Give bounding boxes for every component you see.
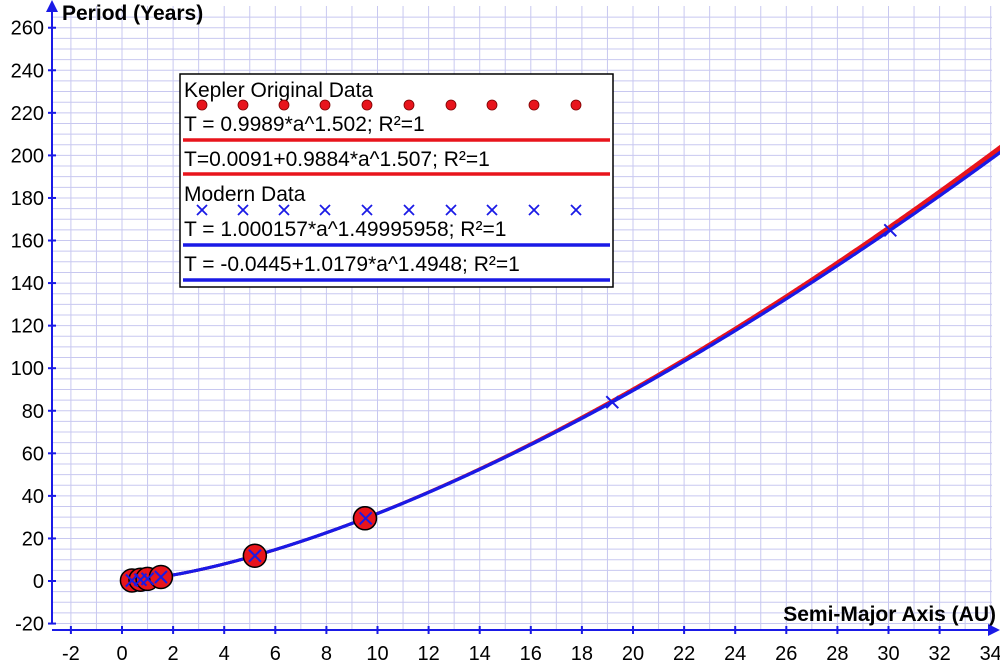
x-tick-label: -2: [62, 643, 80, 665]
x-tick-label: 12: [417, 643, 439, 665]
x-tick-label: 6: [270, 643, 281, 665]
marker-stroke: [570, 204, 582, 216]
x-tick-label: 28: [826, 643, 848, 665]
marker-stroke: [361, 204, 373, 216]
x-tick-label: 8: [321, 643, 332, 665]
marker-stroke: [605, 395, 620, 409]
legend-circle-marker: [486, 99, 498, 111]
marker-stroke: [154, 570, 168, 584]
fit-curve-4: [122, 150, 1000, 583]
legend-circle-marker: [570, 99, 582, 111]
x-tick-label: 22: [673, 643, 695, 665]
legend-entry-2: T = 0.9989*a^1.502; R²=1: [184, 113, 425, 136]
legend: Kepler Original Data T = 0.9989*a^1.502; …: [179, 73, 614, 288]
marker-stroke: [403, 204, 415, 216]
axes: [46, 0, 1000, 636]
marker-stroke: [883, 223, 897, 238]
legend-entry-4: Modern Data: [184, 183, 306, 206]
legend-circle-marker: [403, 99, 415, 111]
legend-x-marker: [528, 204, 540, 216]
marker-stroke: [486, 204, 498, 216]
legend-circle-marker: [237, 99, 249, 111]
y-tick-label: 140: [11, 273, 44, 295]
y-tick-label: -20: [15, 614, 44, 636]
y-tick-label: 40: [22, 486, 44, 508]
y-tick-label: 100: [11, 358, 44, 380]
legend-circle-marker: [528, 99, 540, 111]
y-tick-label: 120: [11, 316, 44, 338]
legend-circle-marker: [319, 99, 331, 111]
y-tick-label: 0: [33, 571, 44, 593]
x-tick-label: 26: [775, 643, 797, 665]
marker-stroke: [196, 204, 208, 216]
legend-x-marker: [237, 204, 249, 216]
y-tick-label: 200: [11, 145, 44, 167]
legend-circle-marker: [445, 99, 457, 111]
y-axis-title: Period (Years): [62, 2, 203, 25]
x-axis-title: Semi-Major Axis (AU): [783, 603, 996, 626]
marker-stroke: [319, 204, 331, 216]
marker-stroke: [278, 204, 290, 216]
x-tick-label: 30: [877, 643, 899, 665]
legend-x-marker: [403, 204, 415, 216]
fit-curves: [122, 144, 1000, 583]
y-tick-label: 240: [11, 60, 44, 82]
x-tick-label: 0: [116, 643, 127, 665]
legend-entry-5: T = 1.000157*a^1.49995958; R²=1: [184, 218, 506, 241]
marker-stroke: [445, 204, 457, 216]
x-tick-label: 4: [219, 643, 230, 665]
legend-entry-3: T=0.0091+0.9884*a^1.507; R²=1: [184, 148, 490, 171]
legend-x-marker: [196, 204, 208, 216]
data-points: [119, 223, 897, 593]
legend-circle-marker: [196, 99, 208, 111]
y-tick-label: 20: [22, 528, 44, 550]
x-tick-label: 18: [571, 643, 593, 665]
y-axis-arrow: [46, 0, 58, 12]
y-tick-label: 260: [11, 18, 44, 40]
modern-data-point: [154, 570, 168, 584]
x-tick-label: 16: [520, 643, 542, 665]
tick-labels: -202468101214161820222426283032343638404…: [11, 18, 1000, 665]
x-tick-label: 2: [168, 643, 179, 665]
legend-x-marker: [445, 204, 457, 216]
y-tick-label: 220: [11, 103, 44, 125]
modern-data-point: [358, 511, 373, 526]
y-tick-label: 60: [22, 443, 44, 465]
x-tick-label: 14: [469, 643, 491, 665]
legend-x-marker: [319, 204, 331, 216]
marker-stroke: [237, 204, 249, 216]
legend-circle-marker: [361, 99, 373, 111]
x-tick-label: 32: [928, 643, 950, 665]
x-tick-label: 20: [622, 643, 644, 665]
marker-stroke: [248, 549, 262, 563]
modern-data-point: [248, 549, 262, 563]
legend-x-marker: [486, 204, 498, 216]
legend-x-marker: [278, 204, 290, 216]
y-tick-label: 80: [22, 401, 44, 423]
legend-box: [179, 73, 614, 288]
modern-data-point: [883, 223, 897, 238]
marker-stroke: [358, 511, 373, 526]
modern-data-point: [605, 395, 620, 409]
legend-entry-6: T = -0.0445+1.0179*a^1.4948; R²=1: [184, 253, 520, 276]
marker-stroke: [528, 204, 540, 216]
legend-entry-1: Kepler Original Data: [184, 79, 373, 102]
legend-circle-marker: [278, 99, 290, 111]
x-tick-label: 34: [980, 643, 1000, 665]
legend-x-marker: [570, 204, 582, 216]
x-tick-label: 24: [724, 643, 746, 665]
y-tick-label: 180: [11, 188, 44, 210]
marker-stroke: [140, 572, 155, 586]
y-tick-label: 160: [11, 231, 44, 253]
modern-data-point: [140, 572, 155, 586]
x-tick-label: 10: [366, 643, 388, 665]
legend-x-marker: [361, 204, 373, 216]
